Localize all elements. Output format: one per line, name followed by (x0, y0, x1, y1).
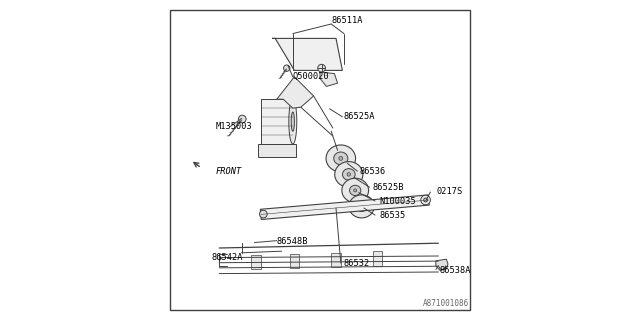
Ellipse shape (289, 99, 297, 144)
Circle shape (260, 210, 268, 218)
Polygon shape (277, 77, 314, 108)
Text: A871001086: A871001086 (422, 299, 468, 308)
Ellipse shape (291, 112, 294, 131)
Text: 86535: 86535 (380, 212, 406, 220)
Text: 86538A: 86538A (440, 266, 472, 275)
Circle shape (318, 64, 326, 72)
Circle shape (421, 195, 431, 205)
Polygon shape (260, 195, 429, 220)
Text: 86542A: 86542A (211, 253, 243, 262)
Polygon shape (436, 259, 448, 270)
Text: N100035: N100035 (380, 197, 416, 206)
Bar (372, 252, 383, 266)
Text: 86525A: 86525A (344, 112, 376, 121)
Bar (332, 252, 341, 267)
Ellipse shape (334, 152, 348, 165)
Ellipse shape (339, 156, 343, 160)
Ellipse shape (342, 169, 355, 180)
Ellipse shape (349, 185, 361, 196)
Bar (290, 254, 300, 268)
Polygon shape (258, 144, 296, 157)
Text: 86548B: 86548B (277, 237, 308, 246)
Circle shape (284, 65, 290, 71)
Circle shape (239, 115, 246, 123)
Ellipse shape (335, 162, 363, 187)
Ellipse shape (326, 145, 356, 172)
Ellipse shape (349, 195, 374, 218)
Text: 86525B: 86525B (372, 183, 404, 192)
Ellipse shape (356, 201, 367, 212)
Ellipse shape (354, 189, 356, 192)
Ellipse shape (342, 178, 369, 203)
Text: 0217S: 0217S (437, 188, 463, 196)
Polygon shape (261, 99, 293, 144)
Polygon shape (320, 72, 338, 86)
Polygon shape (272, 38, 342, 70)
Bar (251, 255, 261, 269)
Ellipse shape (360, 205, 363, 208)
Text: M135003: M135003 (216, 122, 253, 131)
Text: 86532: 86532 (344, 260, 371, 268)
Circle shape (424, 198, 428, 202)
Text: FRONT: FRONT (216, 167, 243, 176)
Text: 86536: 86536 (360, 167, 387, 176)
Text: 86511A: 86511A (332, 16, 363, 25)
Ellipse shape (347, 173, 351, 176)
Text: Q500020: Q500020 (292, 72, 330, 81)
